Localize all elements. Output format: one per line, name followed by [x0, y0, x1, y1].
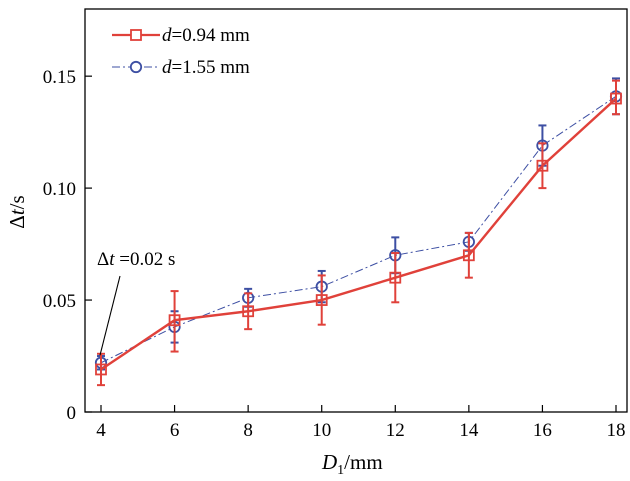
error-bar: [317, 274, 326, 326]
x-tick-label: 6: [170, 420, 180, 441]
x-axis-title: D1/mm: [321, 450, 383, 478]
y-tick-label: 0.05: [43, 291, 76, 312]
x-tick-label: 10: [312, 420, 331, 441]
x-tick-label: 18: [607, 420, 626, 441]
x-tick-label: 12: [386, 420, 405, 441]
data-point: [242, 305, 255, 318]
data-point: [610, 92, 622, 105]
error-bar: [464, 231, 473, 279]
data-point: [536, 159, 549, 172]
data-point: [462, 249, 475, 262]
annotation-leader-line: [99, 275, 121, 356]
series-line: [100, 95, 617, 364]
error-bar: [612, 79, 620, 116]
error-bar: [391, 252, 400, 304]
x-tick-label: 14: [459, 420, 479, 441]
error-bar: [244, 292, 253, 331]
legend-marker-series-1: [130, 29, 142, 41]
legend: d=0.94 mm d=1.55 mm: [112, 25, 250, 78]
y-tick-label: 0.15: [43, 67, 76, 88]
error-bar: [538, 142, 547, 190]
y-axis-title: Δt/s: [5, 195, 29, 228]
y-tick-label: 0: [67, 403, 77, 424]
legend-label-series-2: d=1.55 mm: [162, 57, 250, 78]
legend-label-series-1: d=0.94 mm: [162, 25, 250, 46]
series-line: [100, 97, 617, 371]
series-1: [95, 79, 622, 387]
x-tick-label: 8: [243, 420, 253, 441]
plot-frame: [84, 8, 628, 413]
data-point: [389, 271, 402, 284]
x-tick-label: 16: [533, 420, 552, 441]
series-layer: [94, 77, 623, 387]
annotation-text: Δt =0.02 s: [97, 249, 175, 270]
legend-marker-series-2: [129, 60, 143, 74]
data-point: [315, 294, 328, 306]
error-bar: [97, 352, 105, 387]
y-tick-label: 0.10: [43, 179, 76, 200]
y-axis-ticks: 0 0.05 0.10 0.15: [43, 67, 92, 424]
data-point: [95, 363, 107, 376]
x-axis-ticks: 4 6 8 10 12 14 16 18: [96, 405, 626, 441]
data-point: [168, 314, 181, 327]
error-bar: [170, 290, 179, 353]
x-tick-label: 4: [96, 420, 106, 441]
annotation: Δt =0.02 s: [97, 249, 175, 356]
